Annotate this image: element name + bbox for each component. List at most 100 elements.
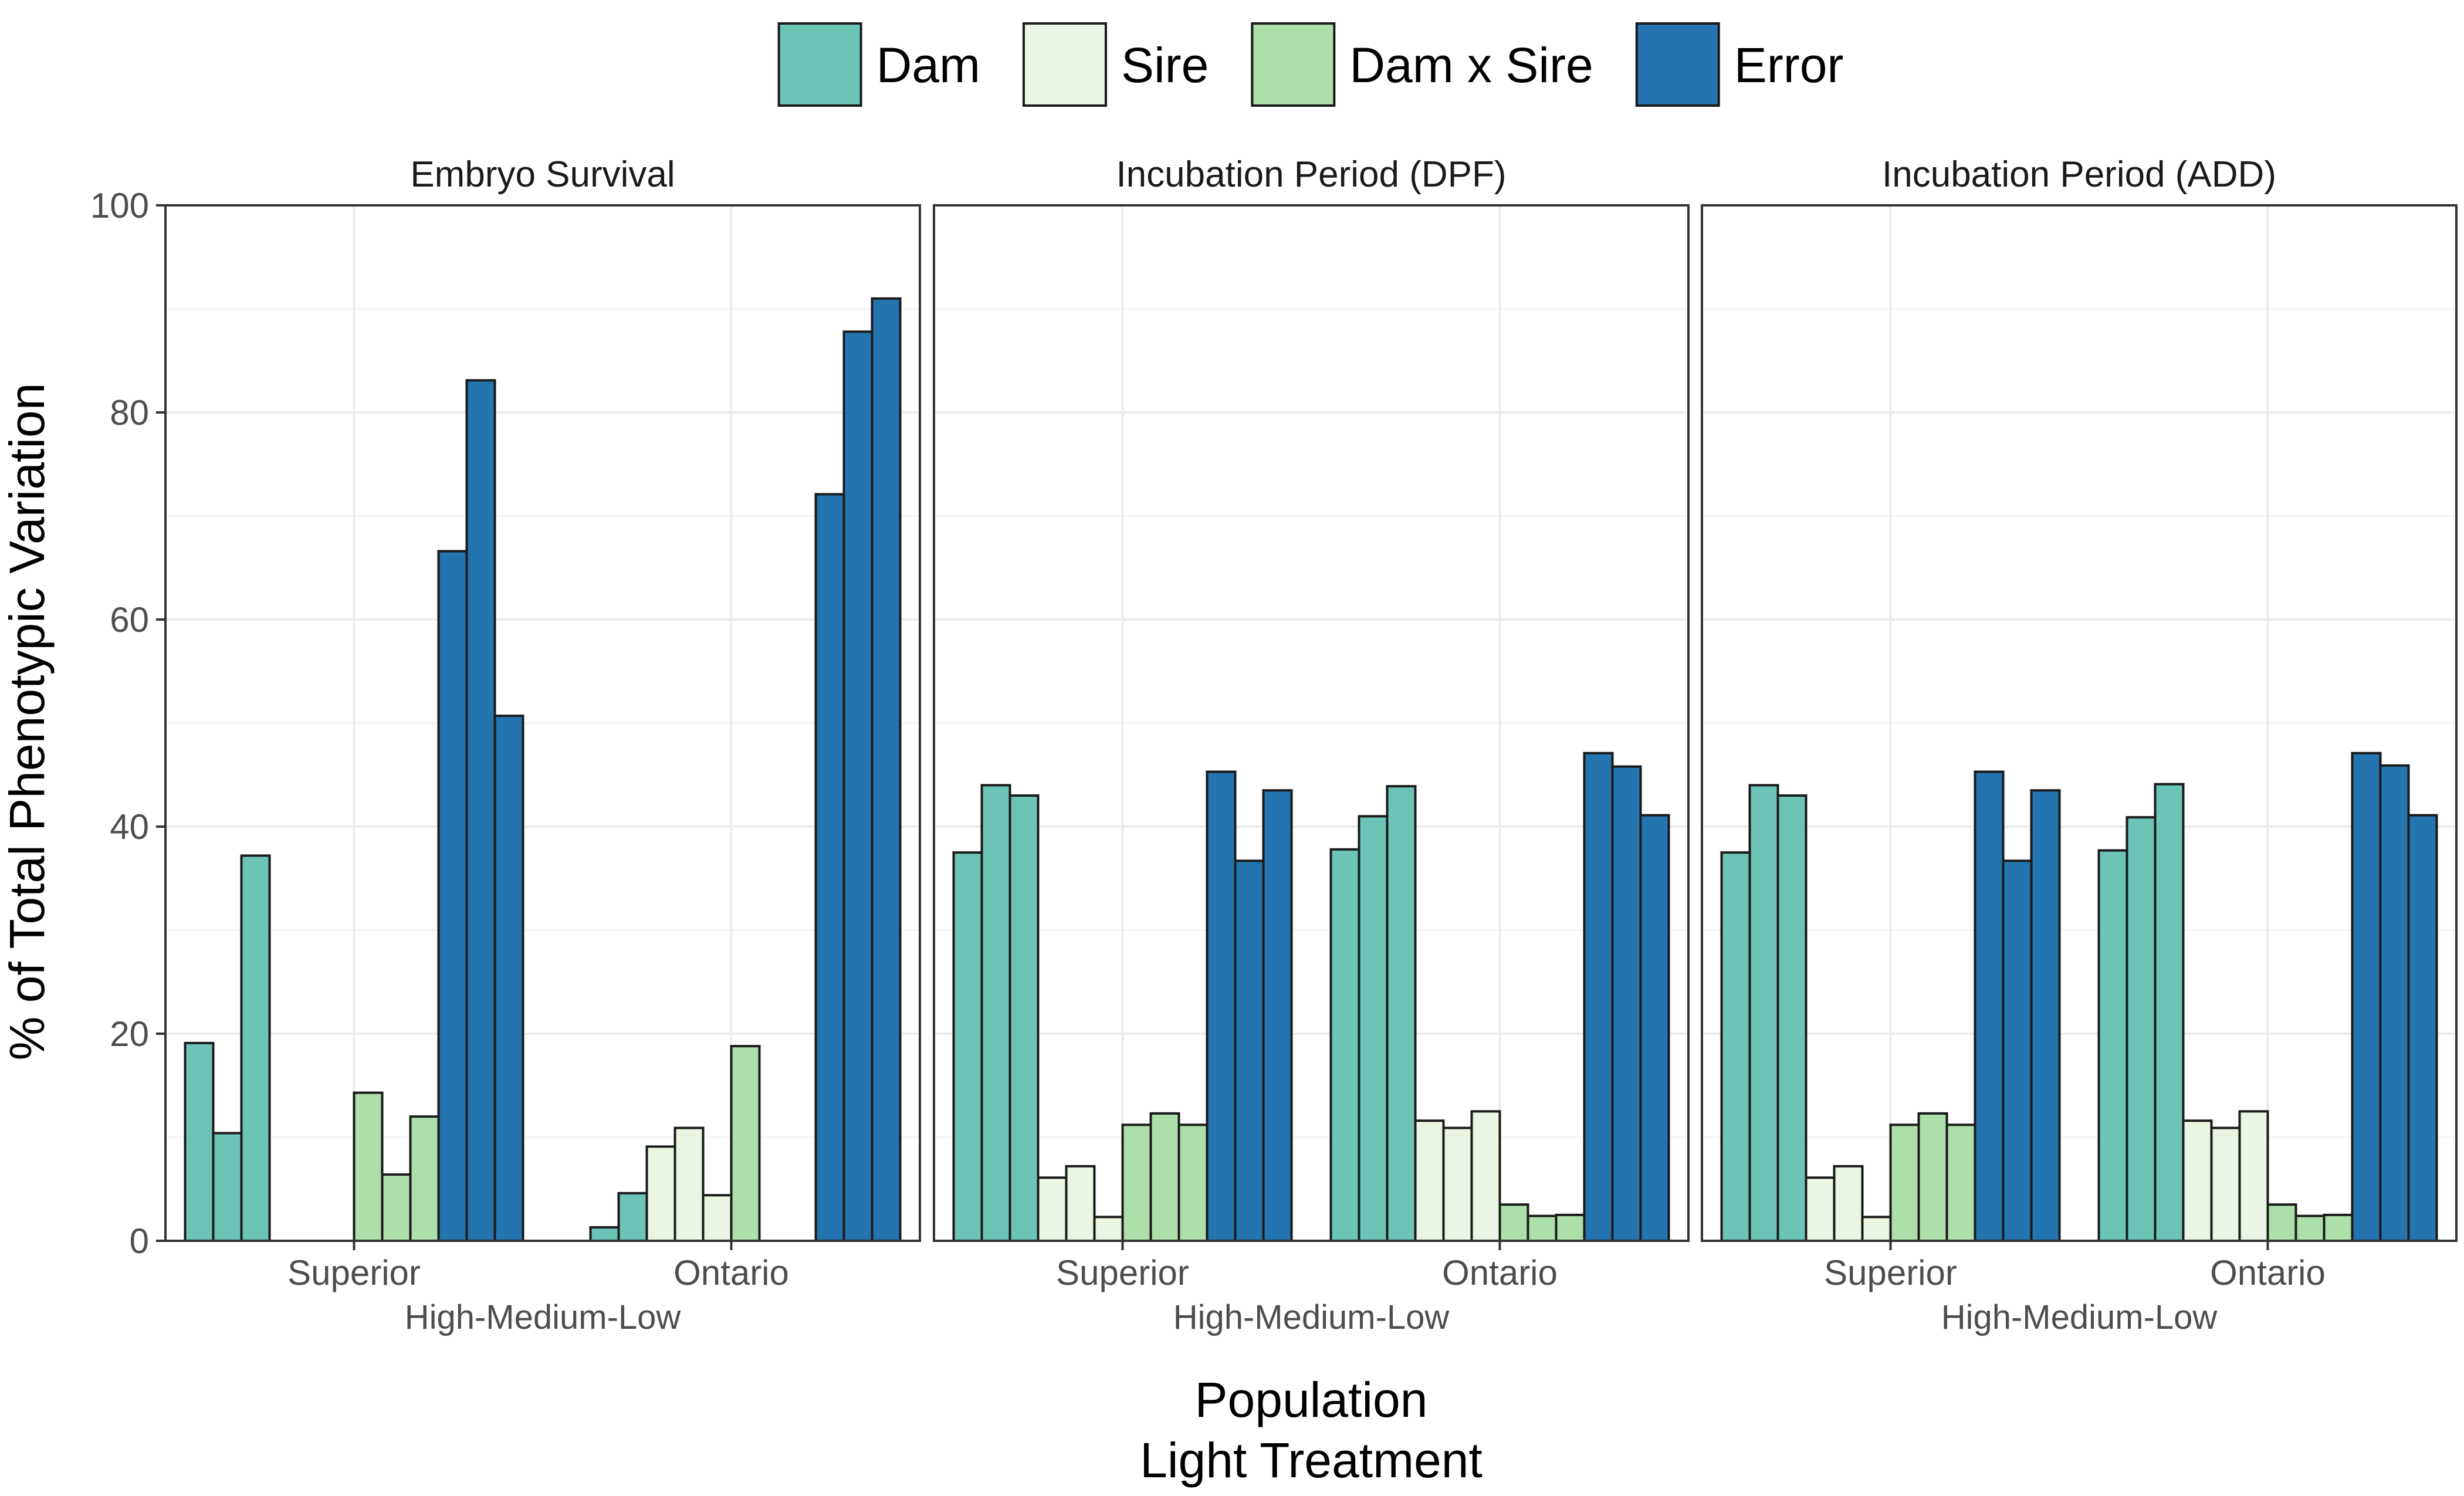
bar-superior-dam-high [184,1041,215,1242]
legend-key-sire [1022,22,1107,107]
x-tick-label-superior: Superior [1824,1253,1957,1292]
bar-ontario-dam-x-sire-medium [1527,1214,1558,1242]
x-tick-label-superior: Superior [1056,1253,1189,1292]
legend-key-dam-x-sire [1251,22,1336,107]
bar-ontario-error-high [2351,752,2382,1243]
x-tick-label-superior: Superior [287,1253,421,1292]
bar-ontario-dam-x-sire-medium [2294,1214,2326,1242]
bar-ontario-sire-high [1414,1119,1445,1243]
panel-title: Incubation Period (ADD) [1882,154,2276,195]
bar-superior-dam-x-sire-high [1889,1123,1920,1242]
panel-incubation-period-add: Superior Ontario High-Medium-Low Incubation… [1701,154,2458,1336]
bar-ontario-dam-medium [1358,815,1389,1242]
bar-ontario-dam-x-sire-high [1498,1203,1529,1243]
bar-superior-dam-x-sire-medium [1149,1112,1180,1243]
bar-superior-dam-x-sire-low [409,1115,440,1242]
bar-ontario-dam-medium [2125,816,2157,1242]
bar-ontario-error-low [871,297,902,1243]
bar-superior-sire-low [1861,1216,1892,1243]
panels: Superior Ontario High-Medium-Low Embryo Sur… [164,154,2458,1336]
bar-superior-sire-high [1805,1176,1836,1242]
bar-ontario-error-high [814,493,845,1242]
bar-superior-dam-x-sire-medium [381,1173,412,1243]
bar-superior-dam-medium [212,1132,243,1242]
x-tick-label-ontario: Ontario [2210,1253,2326,1292]
bar-ontario-sire-high [645,1145,676,1243]
bar-superior-error-low [1262,789,1293,1242]
bar-superior-error-medium [2002,859,2033,1242]
bar-ontario-sire-medium [2210,1126,2241,1242]
bar-superior-dam-medium [980,784,1011,1242]
bar-superior-error-low [2030,789,2061,1242]
bar-ontario-sire-low [1470,1110,1501,1242]
bar-ontario-sire-high [2182,1119,2213,1243]
bar-superior-sire-medium [1065,1165,1096,1243]
bar-ontario-dam-x-sire-high [2266,1203,2297,1243]
bar-superior-dam-medium [1748,784,1779,1242]
bar-ontario-error-medium [1611,765,1642,1242]
bar-superior-dam-low [240,854,271,1243]
bar-superior-error-medium [465,379,496,1242]
legend-label-dam: Dam [876,38,980,93]
panel-embryo-survival: Superior Ontario High-Medium-Low Embryo Sur… [164,154,921,1336]
panel-title: Embryo Survival [410,154,675,195]
bar-ontario-dam-low [617,1192,648,1243]
bar-superior-dam-x-sire-low [1177,1123,1209,1242]
legend-label-dam-x-sire: Dam x Sire [1349,38,1593,93]
bar-ontario-sire-low [702,1194,733,1242]
light-treatment-label: High-Medium-Low [1941,1298,2218,1336]
legend-label-sire: Sire [1121,38,1209,93]
bar-superior-dam-x-sire-medium [1917,1112,1948,1243]
bar-ontario-error-high [1583,752,1614,1243]
bar-superior-dam-low [1008,794,1040,1243]
panel-incubation-period-dpf: Superior Ontario High-Medium-Low Incubation… [933,154,1690,1336]
x-axis-title-population: Population [1195,1372,1428,1427]
panel-border [164,204,921,1242]
x-tick-label-ontario: Ontario [1442,1253,1558,1292]
x-axis-title-light-treatment: Light Treatment [1140,1433,1483,1488]
bar-ontario-dam-medium [589,1226,620,1242]
legend-item-error: Error [1635,22,1844,107]
y-tick-label: 40 [110,807,149,847]
legend-item-sire: Sire [1022,22,1209,107]
bar-ontario-dam-low [1386,785,1417,1243]
bar-ontario-sire-medium [673,1126,705,1242]
light-treatment-label: High-Medium-Low [405,1298,682,1336]
bar-superior-error-high [1974,770,2005,1242]
y-tick-label: 20 [110,1014,149,1054]
bar-superior-error-high [1206,770,1237,1242]
bar-superior-dam-low [1776,794,1808,1243]
y-axis: 0 20 40 60 80 100 [90,186,165,1261]
legend-item-dam: Dam [777,22,980,107]
bar-ontario-error-low [1639,814,1670,1242]
bar-superior-dam-x-sire-high [1121,1123,1152,1242]
bar-ontario-dam-high [1329,848,1360,1242]
bar-ontario-error-medium [2379,764,2410,1242]
legend-label-error: Error [1734,38,1844,93]
legend-key-dam [777,22,862,107]
bar-superior-sire-low [1093,1216,1124,1243]
legend-key-error [1635,22,1720,107]
y-tick-label: 80 [110,393,149,432]
bar-superior-error-high [437,550,468,1242]
y-tick-label: 0 [130,1221,149,1261]
x-tick-label-ontario: Ontario [673,1253,789,1292]
bar-ontario-error-low [2407,814,2438,1242]
y-tick-label: 100 [90,186,149,225]
bar-superior-dam-high [1720,851,1751,1242]
bar-ontario-dam-x-sire-low [1555,1213,1586,1242]
panel-border [1701,204,2458,1242]
bar-superior-sire-medium [1833,1165,1864,1243]
bar-ontario-dam-high [2097,849,2128,1242]
bar-ontario-sire-medium [1442,1126,1473,1242]
bar-ontario-error-medium [842,330,874,1243]
panel-title: Incubation Period (DPF) [1116,154,1506,195]
bar-superior-sire-high [1037,1176,1068,1242]
light-treatment-label: High-Medium-Low [1173,1298,1450,1336]
bar-superior-dam-x-sire-high [353,1091,384,1242]
legend: Dam Sire Dam x Sire Error [777,22,1844,107]
bar-ontario-dam-x-sire-low [2323,1213,2354,1242]
y-tick-label: 60 [110,600,149,639]
bar-ontario-sire-low [2238,1110,2269,1242]
